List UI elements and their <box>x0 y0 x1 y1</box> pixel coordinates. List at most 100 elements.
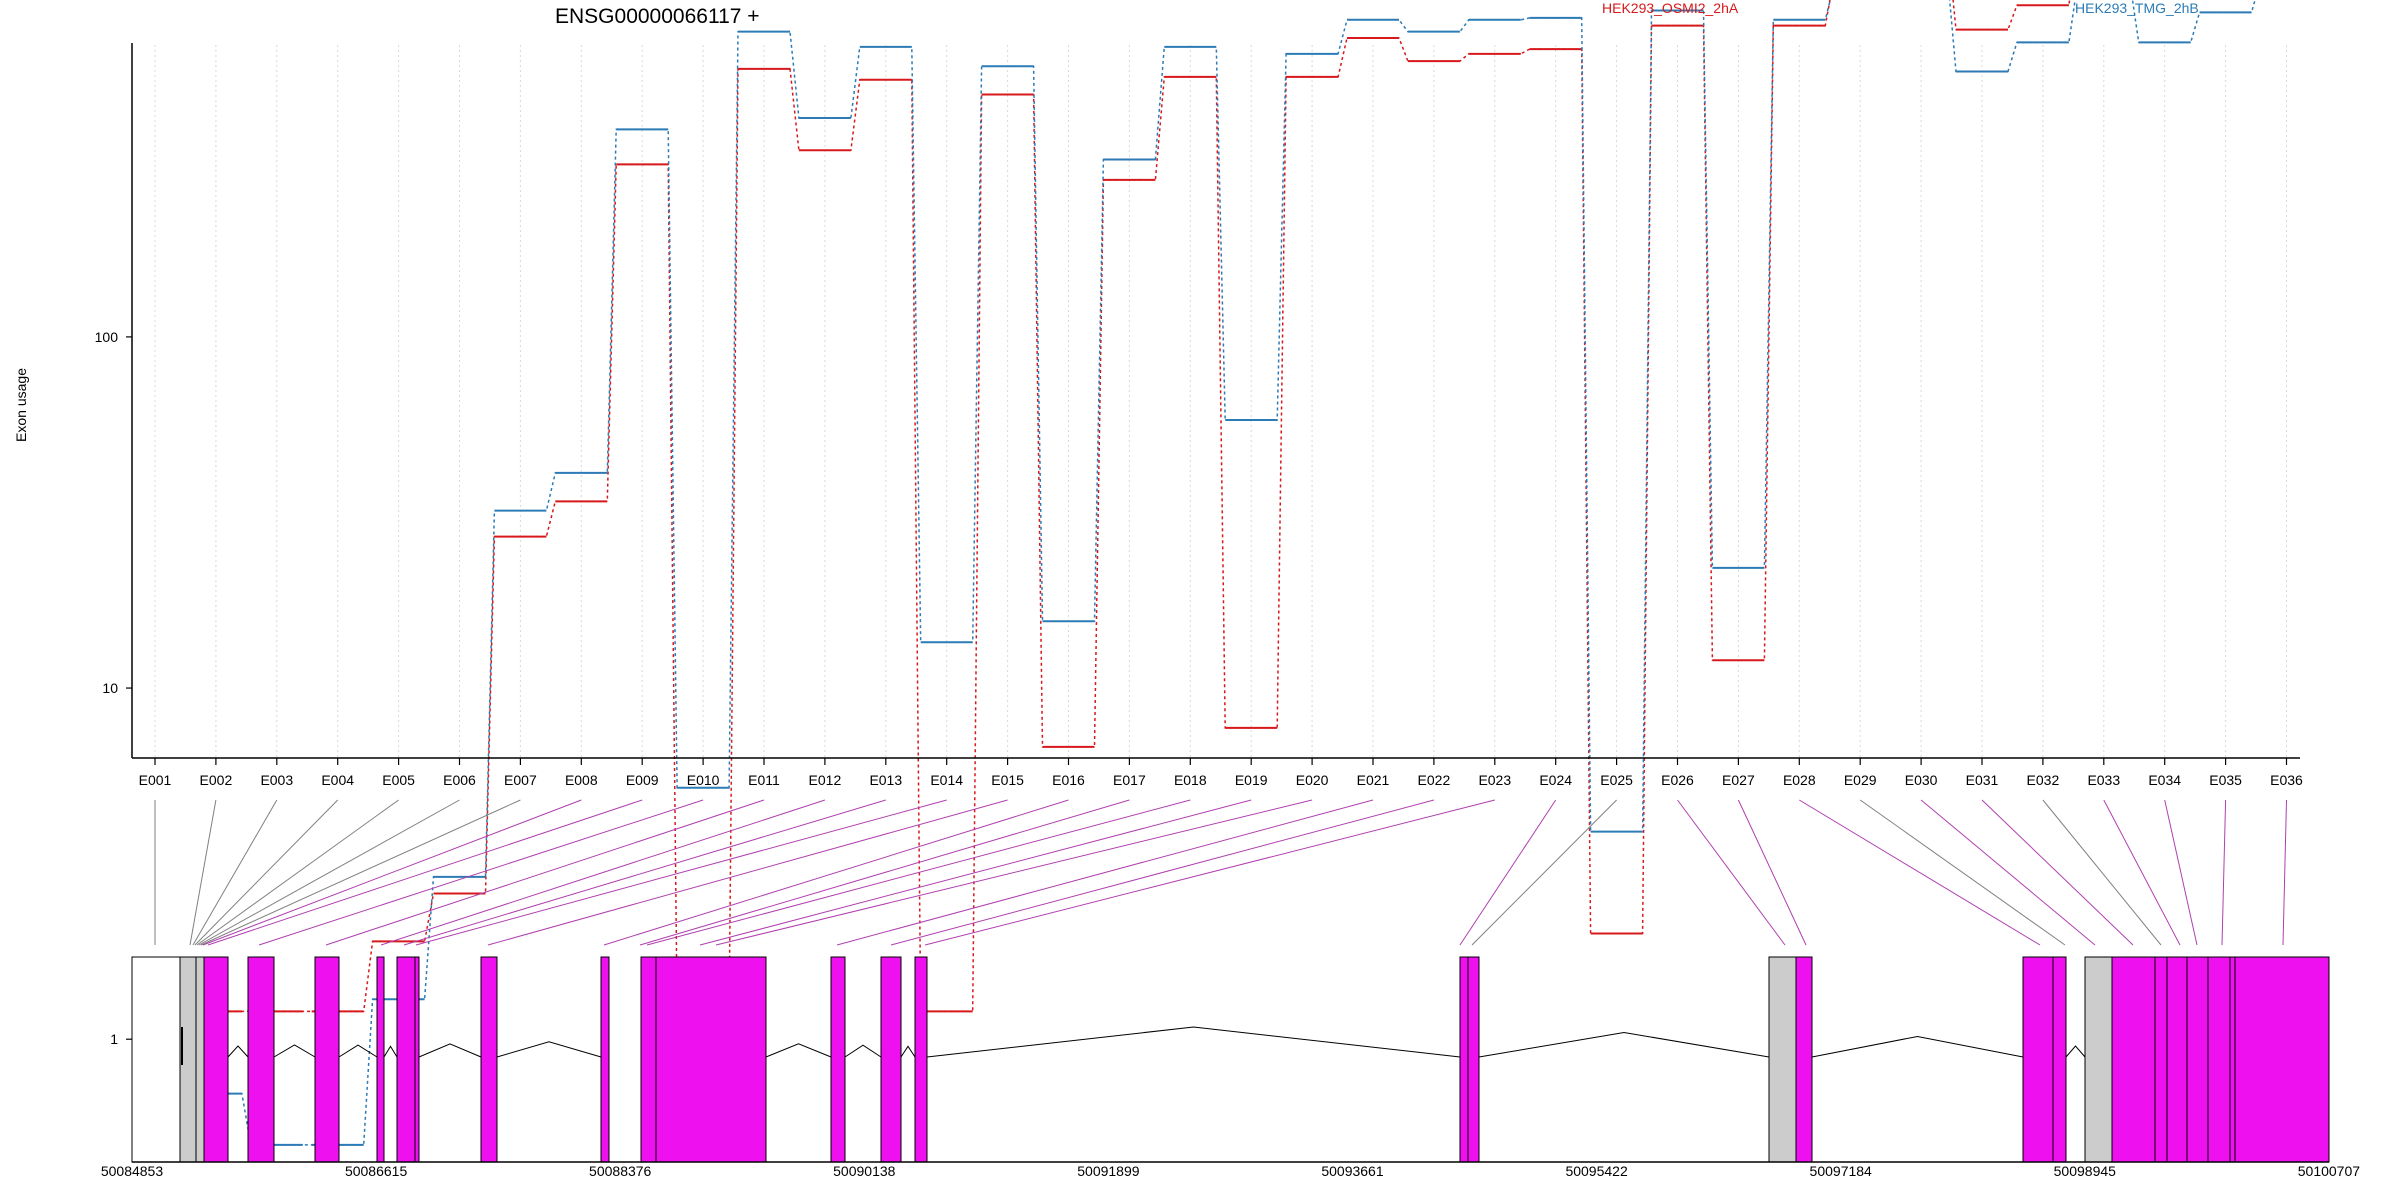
x-tick-label-E019: E019 <box>1235 772 1268 788</box>
exon-box-24 <box>2111 956 2156 1163</box>
series-connector-line <box>132 0 2071 1146</box>
x-tick-label-E027: E027 <box>1722 772 1755 788</box>
exon-box-27 <box>2186 956 2209 1163</box>
exon-box-8 <box>396 956 416 1163</box>
exon-box-22 <box>2052 956 2067 1163</box>
x-tick-label-E018: E018 <box>1174 772 1207 788</box>
coordinate-label-50088376: 50088376 <box>589 1163 652 1179</box>
x-tick-label-E031: E031 <box>1966 772 1999 788</box>
x-tick-label-E022: E022 <box>1418 772 1451 788</box>
y-tick-label-1: 1 <box>110 1031 118 1047</box>
x-tick-label-E015: E015 <box>991 772 1024 788</box>
intron-10 <box>926 1026 1461 1058</box>
intron-12 <box>1811 1035 2024 1058</box>
coordinate-label-50100707: 50100707 <box>2298 1163 2361 1179</box>
intron-13 <box>2065 1045 2086 1058</box>
exon-box-29 <box>2229 956 2236 1163</box>
x-tick-label-E008: E008 <box>565 772 598 788</box>
coordinate-label-50091899: 50091899 <box>1077 1163 1140 1179</box>
connector-E033 <box>2103 799 2181 946</box>
intron-1 <box>227 1045 249 1058</box>
exon-box-13 <box>655 956 767 1163</box>
connector-E014 <box>415 799 947 946</box>
x-tick-label-E036: E036 <box>2270 772 2303 788</box>
exon-box-26 <box>2166 956 2188 1163</box>
x-tick-label-E020: E020 <box>1296 772 1329 788</box>
connector-E027 <box>1737 799 1807 946</box>
x-tick-label-E007: E007 <box>504 772 537 788</box>
intron-6 <box>496 1041 602 1058</box>
exon-box-15 <box>880 956 902 1163</box>
connector-E021 <box>836 799 1374 946</box>
intron-5 <box>418 1043 482 1058</box>
x-tick-label-E013: E013 <box>869 772 902 788</box>
x-tick-label-E014: E014 <box>930 772 963 788</box>
x-tick-label-E029: E029 <box>1844 772 1877 788</box>
connector-E031 <box>1981 799 2134 946</box>
connector-E028 <box>1799 799 2041 946</box>
x-tick-label-E023: E023 <box>1478 772 1511 788</box>
connector-E025 <box>1471 799 1617 946</box>
series-connector-line <box>132 0 2256 1146</box>
x-tick-label-E016: E016 <box>1052 772 1085 788</box>
connector-E012 <box>380 799 826 946</box>
intron-2 <box>273 1044 316 1058</box>
x-tick-label-E009: E009 <box>626 772 659 788</box>
connector-E008 <box>202 799 582 946</box>
connector-E023 <box>924 799 1495 946</box>
connector-E019 <box>699 799 1252 946</box>
exon-box-17 <box>1459 956 1469 1163</box>
exon-box-12 <box>640 956 657 1163</box>
connector-E035 <box>2221 799 2227 946</box>
exon-box-19 <box>1768 956 1797 1163</box>
connector-E005 <box>196 799 399 946</box>
connector-E032 <box>2042 799 2162 946</box>
connector-E034 <box>2164 799 2198 946</box>
exon-box-7 <box>376 956 385 1163</box>
x-tick-label-E011: E011 <box>748 772 780 788</box>
x-tick-label-E010: E010 <box>687 772 720 788</box>
connector-E020 <box>715 799 1313 946</box>
x-tick-label-E001: E001 <box>139 772 172 788</box>
series-lines <box>132 0 2256 1146</box>
exon-box-20 <box>1795 956 1813 1163</box>
x-tick-label-E034: E034 <box>2148 772 2181 788</box>
connector-E011 <box>325 799 765 946</box>
x-tick-label-E030: E030 <box>1905 772 1938 788</box>
coordinate-label-50093661: 50093661 <box>1321 1163 1384 1179</box>
exon-box-25 <box>2154 956 2168 1163</box>
coordinate-label-50090138: 50090138 <box>833 1163 896 1179</box>
intron-9 <box>900 1045 916 1058</box>
y-tick-label-10: 10 <box>102 680 118 696</box>
connector-E013 <box>403 799 886 946</box>
x-tick-label-E003: E003 <box>260 772 293 788</box>
exon-box-9 <box>414 956 420 1163</box>
x-tick-label-E017: E017 <box>1113 772 1146 788</box>
exon-box-1 <box>131 956 181 1163</box>
series-1 <box>132 0 2071 1146</box>
coordinate-label-50098945: 50098945 <box>2054 1163 2117 1179</box>
connector-E002 <box>189 799 217 946</box>
exon-box-5 <box>247 956 275 1163</box>
y-axis-label: Exon usage <box>13 368 29 442</box>
connector-E017 <box>639 799 1130 946</box>
connector-E010 <box>258 799 704 946</box>
x-tick-label-E005: E005 <box>382 772 415 788</box>
exon-box-11 <box>600 956 610 1163</box>
connector-E003 <box>192 799 278 946</box>
connector-E026 <box>1677 799 1786 946</box>
coordinate-label-50097184: 50097184 <box>1810 1163 1873 1179</box>
intron-11 <box>1478 1031 1770 1058</box>
coordinate-label-50084853: 50084853 <box>101 1163 164 1179</box>
legend-entry-osmi2: HEK293_OSMI2_2hA <box>1602 0 1739 16</box>
exon-box-14 <box>830 956 846 1163</box>
exon-box-10 <box>480 956 498 1163</box>
x-tick-label-E021: E021 <box>1357 772 1390 788</box>
y-tick-label-100: 100 <box>95 329 119 345</box>
legend-entry-tmg: HEK293_TMG_2hB <box>2075 0 2199 16</box>
axes: 1101001000E001E002E003E004E005E006E007E0… <box>95 43 2303 1047</box>
exon-box-23 <box>2084 956 2113 1163</box>
x-tick-label-E032: E032 <box>2027 772 2060 788</box>
gene-model: 50084853 50086615 50088376 50090138 50091899… <box>101 956 2361 1179</box>
